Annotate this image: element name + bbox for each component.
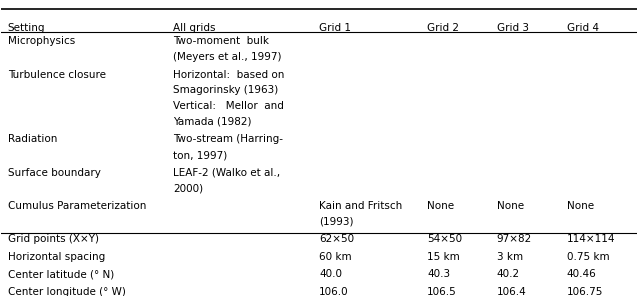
Text: Turbulence closure: Turbulence closure bbox=[8, 70, 106, 80]
Text: Center latitude (° N): Center latitude (° N) bbox=[8, 269, 114, 279]
Text: Two-stream (Harring-: Two-stream (Harring- bbox=[173, 134, 283, 144]
Text: 3 km: 3 km bbox=[497, 252, 523, 262]
Text: 106.4: 106.4 bbox=[497, 287, 526, 296]
Text: All grids: All grids bbox=[173, 23, 216, 33]
Text: None: None bbox=[497, 201, 524, 211]
Text: Microphysics: Microphysics bbox=[8, 36, 75, 46]
Text: Horizontal:  based on: Horizontal: based on bbox=[173, 70, 285, 80]
Text: (Meyers et al., 1997): (Meyers et al., 1997) bbox=[173, 52, 281, 62]
Text: Surface boundary: Surface boundary bbox=[8, 168, 101, 178]
Text: 2000): 2000) bbox=[173, 183, 203, 193]
Text: 60 km: 60 km bbox=[319, 252, 352, 262]
Text: Kain and Fritsch: Kain and Fritsch bbox=[319, 201, 402, 211]
Text: 106.5: 106.5 bbox=[427, 287, 457, 296]
Text: 62×50: 62×50 bbox=[319, 234, 354, 244]
Text: 106.0: 106.0 bbox=[319, 287, 348, 296]
Text: 0.75 km: 0.75 km bbox=[567, 252, 609, 262]
Text: 40.3: 40.3 bbox=[427, 269, 450, 279]
Text: 97×82: 97×82 bbox=[497, 234, 532, 244]
Text: None: None bbox=[567, 201, 594, 211]
Text: (1993): (1993) bbox=[319, 217, 353, 227]
Text: 40.2: 40.2 bbox=[497, 269, 520, 279]
Text: Center longitude (° W): Center longitude (° W) bbox=[8, 287, 126, 296]
Text: LEAF-2 (Walko et al.,: LEAF-2 (Walko et al., bbox=[173, 168, 280, 178]
Text: Radiation: Radiation bbox=[8, 134, 57, 144]
Text: Yamada (1982): Yamada (1982) bbox=[173, 117, 251, 127]
Text: 54×50: 54×50 bbox=[427, 234, 462, 244]
Text: Grid 4: Grid 4 bbox=[567, 23, 598, 33]
Text: None: None bbox=[427, 201, 454, 211]
Text: 106.75: 106.75 bbox=[567, 287, 603, 296]
Text: Horizontal spacing: Horizontal spacing bbox=[8, 252, 105, 262]
Text: 40.0: 40.0 bbox=[319, 269, 342, 279]
Text: Smagorinsky (1963): Smagorinsky (1963) bbox=[173, 85, 278, 95]
Text: 15 km: 15 km bbox=[427, 252, 460, 262]
Text: Vertical:   Mellor  and: Vertical: Mellor and bbox=[173, 101, 284, 111]
Text: Grid 2: Grid 2 bbox=[427, 23, 459, 33]
Text: Grid 3: Grid 3 bbox=[497, 23, 529, 33]
Text: Cumulus Parameterization: Cumulus Parameterization bbox=[8, 201, 146, 211]
Text: Grid points (X×Y): Grid points (X×Y) bbox=[8, 234, 99, 244]
Text: Two-moment  bulk: Two-moment bulk bbox=[173, 36, 269, 46]
Text: 40.46: 40.46 bbox=[567, 269, 597, 279]
Text: 114×114: 114×114 bbox=[567, 234, 615, 244]
Text: ton, 1997): ton, 1997) bbox=[173, 150, 227, 160]
Text: Grid 1: Grid 1 bbox=[319, 23, 351, 33]
Text: Setting: Setting bbox=[8, 23, 45, 33]
